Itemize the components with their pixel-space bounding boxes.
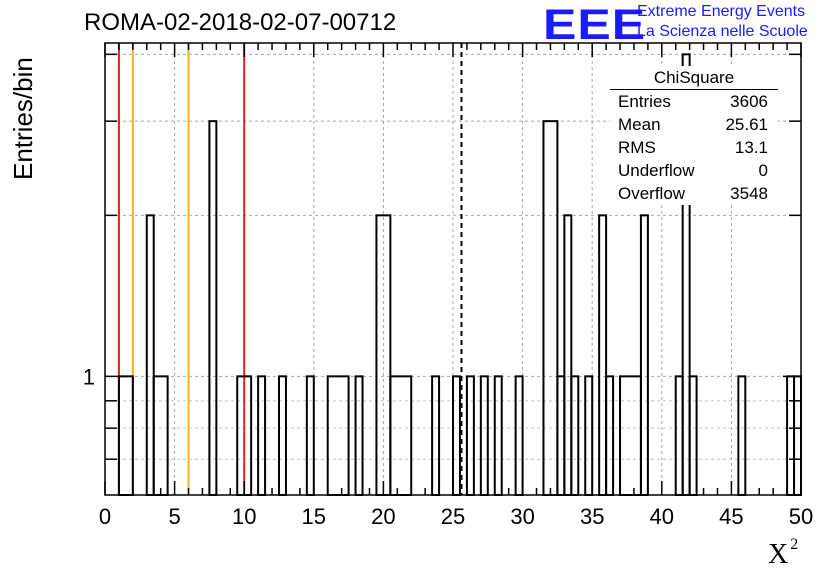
x-tick-label: 0 — [99, 504, 111, 529]
histogram-bar — [570, 375, 580, 497]
y-tick-label: 1 — [83, 364, 95, 389]
histogram-bar — [278, 375, 287, 497]
x-tick-label: 35 — [580, 504, 604, 529]
histogram-bar — [737, 375, 747, 497]
x-tick-label: 40 — [650, 504, 674, 529]
histogram-bar — [605, 375, 615, 497]
stats-value: 3606 — [730, 92, 768, 111]
histogram-bar — [145, 214, 155, 497]
x-tick-label: 50 — [789, 504, 813, 529]
histogram-bar — [542, 120, 559, 496]
histogram-bar — [389, 375, 413, 497]
logo-subtitle-line1: Extreme Energy Events — [637, 3, 806, 20]
x-tick-label: 25 — [441, 504, 465, 529]
histogram-bar — [584, 375, 594, 497]
histogram-bar — [326, 375, 350, 497]
stats-row: Underflow 0 — [610, 159, 778, 182]
stats-value: 25.61 — [725, 115, 768, 134]
x-tick-label: 15 — [302, 504, 326, 529]
histogram-bar — [598, 214, 608, 497]
stats-value: 0 — [758, 161, 768, 180]
stats-row: Overflow 3548 — [610, 182, 778, 205]
histogram-bar — [257, 375, 267, 497]
histogram-bar — [305, 375, 315, 497]
stats-label: Entries — [618, 92, 671, 111]
y-axis-label: Entries/bin — [8, 57, 38, 180]
x-tick-label: 20 — [371, 504, 395, 529]
histogram-bar — [563, 214, 573, 497]
histogram-bar — [674, 375, 684, 497]
histogram-bar — [493, 375, 503, 497]
histogram-bar — [556, 375, 566, 497]
x-tick-label: 45 — [719, 504, 743, 529]
eee-logo-mark: EEE — [543, 0, 647, 49]
stats-row: Entries 3606 — [610, 90, 778, 113]
x-axis-label-superscript: 2 — [790, 536, 799, 553]
histogram-bar — [639, 214, 649, 497]
stats-value: 13.1 — [734, 138, 768, 157]
histogram-bar — [208, 120, 218, 496]
chart-title: ROMA-02-2018-02-07-00712 — [84, 9, 397, 36]
stats-label: Underflow — [618, 161, 695, 180]
stats-label: Mean — [618, 115, 661, 134]
histogram-bar — [117, 375, 134, 497]
stats-label: RMS — [618, 138, 656, 157]
histogram-bar — [465, 375, 475, 497]
x-tick-label: 30 — [510, 504, 534, 529]
histogram-bar — [452, 375, 461, 497]
logo-subtitle-line2: La Scienza nelle Scuole — [637, 23, 808, 40]
histogram-bar — [786, 375, 796, 497]
histogram-bar — [793, 375, 802, 497]
histogram-bar — [354, 375, 364, 497]
stats-value: 3548 — [730, 184, 768, 203]
histogram-bar — [152, 375, 169, 497]
histogram-bar — [619, 375, 642, 497]
histogram-bar — [431, 375, 441, 497]
x-tick-label: 10 — [232, 504, 256, 529]
stats-box-title: ChiSquare — [610, 66, 778, 90]
stats-box: ChiSquare Entries 3606 Mean 25.61 RMS 13.1 … — [610, 66, 778, 205]
stats-row: Mean 25.61 — [610, 113, 778, 136]
histogram-bar — [688, 375, 698, 497]
stats-row: RMS 13.1 — [610, 136, 778, 159]
x-axis-label-base: X — [768, 539, 789, 570]
x-tick-label: 5 — [168, 504, 180, 529]
histogram-bar — [514, 375, 524, 497]
histogram-bar — [479, 375, 489, 497]
stats-label: Overflow — [618, 184, 686, 203]
